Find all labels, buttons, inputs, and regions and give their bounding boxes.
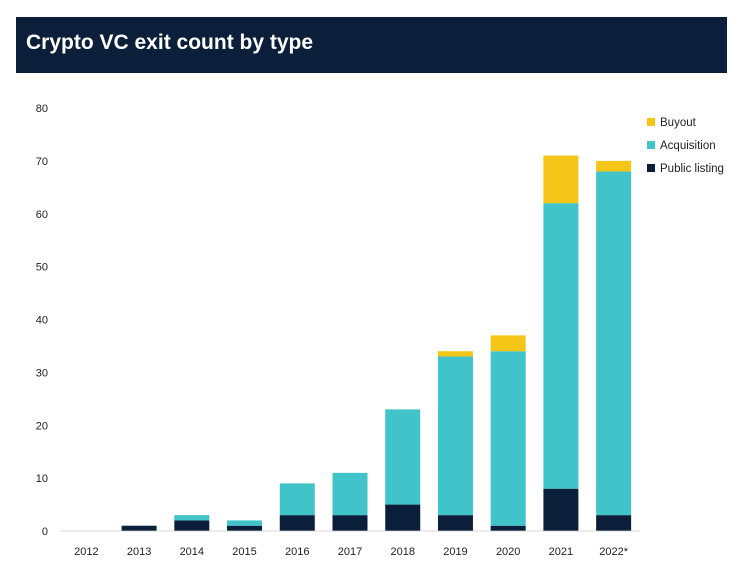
- y-tick-label: 80: [36, 103, 48, 115]
- bar-public-listing-2016: [279, 515, 315, 531]
- legend-label: Acquisition: [660, 140, 716, 152]
- x-tick-label: 2017: [338, 546, 362, 558]
- y-axis: 0 10 20 30 40 50 60 70 80: [36, 103, 48, 538]
- bars: [60, 155, 640, 532]
- bar-acquisition-2016: [279, 483, 315, 516]
- bar-acquisition-2019: [437, 356, 473, 516]
- y-tick-label: 0: [42, 526, 48, 538]
- bar-public-listing-2014: [174, 520, 210, 531]
- bar-acquisition-2022: [596, 171, 632, 516]
- legend-label: Public listing: [660, 163, 724, 175]
- y-tick-label: 40: [36, 315, 48, 327]
- x-tick-label: 2014: [180, 546, 204, 558]
- bar-public-listing-2022: [596, 515, 632, 531]
- y-tick-label: 50: [36, 262, 48, 274]
- legend-swatch: [647, 118, 655, 126]
- y-tick-label: 10: [36, 473, 48, 485]
- bar-public-listing-2017: [332, 515, 368, 531]
- x-tick-label: 2012: [74, 546, 98, 558]
- bar-buyout-2021: [543, 155, 579, 204]
- bar-acquisition-2015: [227, 520, 263, 526]
- bar-public-listing-2015: [227, 525, 263, 531]
- legend-swatch: [647, 164, 655, 172]
- y-tick-label: 60: [36, 209, 48, 221]
- x-tick-label: 2015: [232, 546, 256, 558]
- bar-acquisition-2018: [385, 409, 421, 505]
- bar-public-listing-2018: [385, 504, 421, 531]
- legend-label: Buyout: [660, 117, 697, 129]
- x-tick-label: 2018: [390, 546, 414, 558]
- x-axis: 2012 2013 2014 2015 2016 2017 2018 2019 2020 2021…: [74, 546, 629, 558]
- bar-acquisition-2021: [543, 203, 579, 489]
- bar-public-listing-2019: [437, 515, 473, 531]
- y-tick-label: 30: [36, 367, 48, 379]
- x-tick-label: 2020: [496, 546, 520, 558]
- bar-buyout-2022: [596, 160, 632, 172]
- bar-public-listing-2013: [121, 525, 157, 531]
- bar-public-listing-2020: [490, 525, 526, 531]
- title-bar: Crypto VC exit count by type: [16, 17, 727, 73]
- bar-buyout-2020: [490, 335, 526, 352]
- x-tick-label: 2021: [549, 546, 573, 558]
- legend-swatch: [647, 141, 655, 149]
- x-tick-label: 2013: [127, 546, 151, 558]
- x-tick-label: 2016: [285, 546, 309, 558]
- y-tick-label: 20: [36, 420, 48, 432]
- y-tick-label: 70: [36, 156, 48, 168]
- bar-acquisition-2020: [490, 351, 526, 526]
- bar-acquisition-2014: [174, 515, 210, 521]
- x-tick-label: 2019: [443, 546, 467, 558]
- bar-buyout-2019: [437, 351, 473, 357]
- x-tick-label: 2022*: [599, 546, 628, 558]
- bar-acquisition-2017: [332, 472, 368, 516]
- chart-title: Crypto VC exit count by type: [26, 31, 314, 54]
- legend: Buyout Acquisition Public listing: [647, 117, 724, 175]
- bar-public-listing-2021: [543, 488, 579, 531]
